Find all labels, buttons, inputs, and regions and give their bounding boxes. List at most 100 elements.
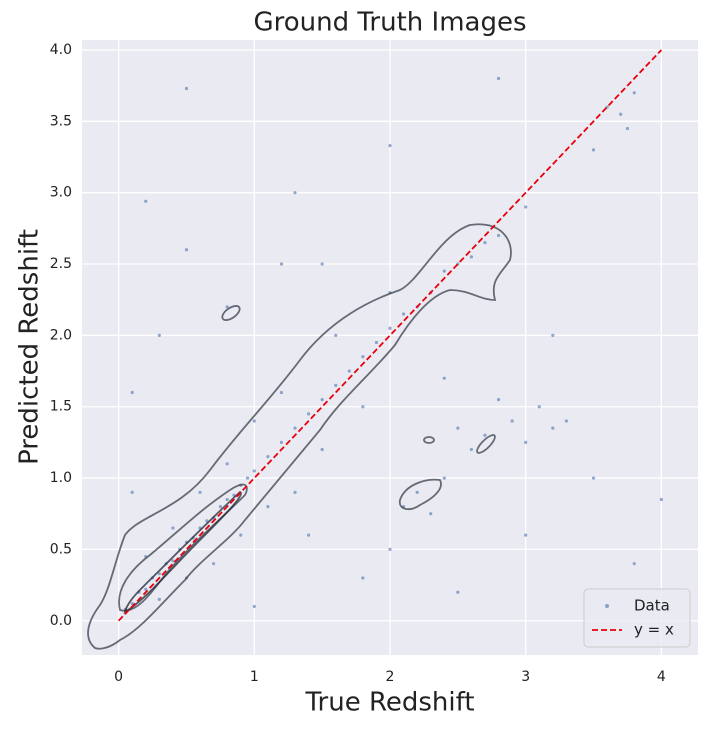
point xyxy=(130,390,134,395)
point xyxy=(293,426,297,430)
grid xyxy=(82,40,698,655)
point xyxy=(442,269,446,273)
point xyxy=(252,419,256,423)
legend-swatch xyxy=(605,604,609,608)
point xyxy=(157,597,161,601)
density-contours xyxy=(87,223,512,650)
point xyxy=(496,76,501,81)
point xyxy=(496,233,501,238)
point xyxy=(564,419,568,423)
y-tick-label: 1.0 xyxy=(50,470,72,486)
point xyxy=(442,476,446,480)
point xyxy=(524,440,528,444)
y-tick-label: 4.0 xyxy=(50,42,72,58)
point xyxy=(659,497,663,502)
point xyxy=(361,405,365,409)
x-tick-label: 0 xyxy=(114,669,123,685)
point xyxy=(401,312,406,316)
point xyxy=(347,369,351,373)
legend: Data y = x xyxy=(583,588,691,648)
contour xyxy=(87,223,512,650)
point xyxy=(279,262,284,266)
point xyxy=(632,91,636,95)
reference-line xyxy=(117,49,663,622)
point xyxy=(245,476,250,480)
point xyxy=(144,199,148,203)
y-tick-label: 2.0 xyxy=(50,327,72,343)
point xyxy=(252,469,256,473)
point xyxy=(334,333,338,337)
y-tick-label: 1.5 xyxy=(50,399,72,415)
point xyxy=(171,526,175,530)
contour xyxy=(476,434,496,454)
x-tick-label: 4 xyxy=(657,669,666,685)
point xyxy=(456,426,460,430)
y-tick-label: 0.0 xyxy=(50,613,72,629)
point xyxy=(429,512,433,516)
x-axis-label: True Redshift xyxy=(304,688,474,718)
point xyxy=(551,426,555,430)
legend-box xyxy=(583,588,691,648)
point xyxy=(632,562,636,566)
point xyxy=(469,447,474,452)
y-tick-label: 3.0 xyxy=(50,185,72,201)
point xyxy=(306,412,311,416)
point xyxy=(483,433,487,437)
point xyxy=(551,333,555,337)
point xyxy=(361,576,365,580)
point xyxy=(334,383,338,387)
point xyxy=(524,205,528,209)
point xyxy=(293,191,297,195)
point xyxy=(591,476,596,480)
point xyxy=(239,533,243,537)
point xyxy=(591,148,596,152)
point xyxy=(218,505,222,509)
x-tick-label: 3 xyxy=(521,669,530,685)
contour xyxy=(423,436,435,444)
point xyxy=(524,533,528,537)
point xyxy=(293,490,297,494)
point xyxy=(266,505,270,509)
point xyxy=(388,143,392,148)
lines xyxy=(117,49,663,622)
point xyxy=(171,559,175,563)
point xyxy=(130,490,134,494)
point xyxy=(225,305,229,309)
legend-label: Data xyxy=(634,597,670,615)
point xyxy=(157,572,161,576)
point xyxy=(374,340,379,345)
y-tick-label: 3.5 xyxy=(50,113,72,129)
point xyxy=(320,447,324,452)
chart-title: Ground Truth Images xyxy=(253,8,526,38)
legend-label: y = x xyxy=(634,621,674,639)
point xyxy=(537,405,541,409)
contour xyxy=(398,478,442,511)
point xyxy=(415,490,419,494)
y-tick-label: 2.5 xyxy=(50,256,72,272)
x-tick-label: 2 xyxy=(386,669,395,685)
point xyxy=(496,397,501,402)
point xyxy=(225,462,229,466)
point xyxy=(510,419,514,423)
point xyxy=(619,112,623,116)
point xyxy=(456,590,460,594)
point xyxy=(279,440,284,444)
x-tick-label: 1 xyxy=(250,669,259,685)
point xyxy=(184,248,189,252)
point xyxy=(469,255,474,259)
point xyxy=(279,390,284,395)
point xyxy=(320,397,324,402)
point xyxy=(388,547,392,552)
point xyxy=(320,262,324,266)
y-tick-label: 0.5 xyxy=(50,541,72,557)
point xyxy=(225,497,229,502)
point xyxy=(266,455,270,459)
point xyxy=(483,241,487,245)
point xyxy=(625,126,630,131)
point xyxy=(184,86,189,91)
point xyxy=(212,562,216,566)
y-axis-label: Predicted Redshift xyxy=(15,229,45,465)
point xyxy=(388,326,392,330)
point xyxy=(442,376,446,380)
